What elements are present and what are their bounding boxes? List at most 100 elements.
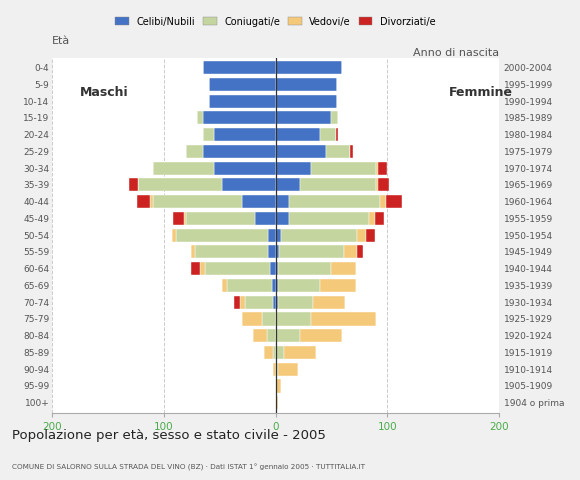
Bar [184, 212, 186, 225]
Bar [320, 128, 336, 141]
Text: Età: Età [52, 36, 70, 46]
Bar [191, 245, 195, 259]
Bar [176, 228, 268, 242]
Bar [203, 61, 276, 74]
Bar [267, 329, 276, 342]
Bar [138, 179, 222, 192]
Bar [276, 396, 278, 409]
Bar [242, 312, 262, 325]
Text: Anno di nascita: Anno di nascita [413, 48, 499, 58]
Text: Femmine: Femmine [448, 86, 513, 99]
Bar [357, 228, 366, 242]
Bar [276, 195, 289, 208]
Bar [320, 279, 356, 292]
Bar [153, 195, 242, 208]
Bar [300, 329, 342, 342]
Bar [227, 279, 272, 292]
Bar [300, 179, 376, 192]
Bar [278, 296, 313, 309]
Bar [203, 111, 276, 124]
Bar [214, 162, 276, 175]
Bar [386, 195, 402, 208]
Bar [366, 228, 375, 242]
Text: Popolazione per età, sesso e stato civile - 2005: Popolazione per età, sesso e stato civil… [12, 429, 325, 442]
Bar [150, 195, 153, 208]
Bar [268, 245, 276, 259]
Text: Maschi: Maschi [80, 86, 129, 99]
Bar [289, 212, 369, 225]
Bar [253, 329, 267, 342]
Bar [276, 312, 311, 325]
Bar [276, 262, 278, 275]
Bar [376, 162, 378, 175]
Bar [276, 162, 311, 175]
Bar [172, 228, 176, 242]
Bar [276, 145, 326, 158]
Bar [173, 212, 184, 225]
Bar [203, 145, 276, 158]
Bar [197, 111, 203, 124]
Bar [137, 195, 150, 208]
Bar [276, 61, 342, 74]
Bar [234, 296, 240, 309]
Bar [284, 346, 316, 359]
Bar [369, 212, 375, 225]
Bar [205, 262, 270, 275]
Bar [357, 245, 362, 259]
Bar [209, 78, 276, 91]
Bar [273, 346, 276, 359]
Bar [376, 179, 378, 192]
Bar [245, 296, 273, 309]
Bar [262, 312, 276, 325]
Text: COMUNE DI SALORNO SULLA STRADA DEL VINO (BZ) · Dati ISTAT 1° gennaio 2005 · TUTT: COMUNE DI SALORNO SULLA STRADA DEL VINO … [12, 464, 365, 471]
Bar [240, 296, 245, 309]
Bar [264, 346, 273, 359]
Bar [270, 262, 275, 275]
Bar [311, 162, 376, 175]
Bar [255, 212, 276, 225]
Bar [276, 179, 300, 192]
Bar [331, 262, 356, 275]
Bar [289, 195, 380, 208]
Bar [191, 262, 200, 275]
Bar [276, 329, 300, 342]
Bar [380, 195, 386, 208]
Bar [276, 363, 278, 376]
Bar [331, 111, 338, 124]
Bar [276, 245, 279, 259]
Bar [195, 245, 268, 259]
Bar [350, 145, 353, 158]
Bar [209, 95, 276, 108]
Bar [186, 145, 203, 158]
Bar [276, 95, 337, 108]
Legend: Celibi/Nubili, Coniugati/e, Vedovi/e, Divorziati/e: Celibi/Nubili, Coniugati/e, Vedovi/e, Di… [111, 13, 440, 31]
Bar [276, 279, 278, 292]
Bar [336, 128, 338, 141]
Bar [276, 78, 337, 91]
Bar [276, 111, 331, 124]
Bar [268, 228, 276, 242]
Bar [279, 245, 343, 259]
Bar [276, 296, 278, 309]
Bar [153, 162, 214, 175]
Bar [343, 245, 357, 259]
Bar [203, 128, 214, 141]
Bar [276, 128, 320, 141]
Bar [273, 296, 276, 309]
Bar [326, 145, 350, 158]
Bar [186, 212, 255, 225]
Bar [222, 279, 227, 292]
Bar [281, 228, 357, 242]
Bar [313, 296, 345, 309]
Bar [273, 363, 276, 376]
Bar [311, 312, 376, 325]
Bar [276, 380, 281, 393]
Bar [378, 179, 389, 192]
Bar [278, 363, 298, 376]
Bar [278, 279, 320, 292]
Bar [375, 212, 384, 225]
Bar [129, 179, 138, 192]
Bar [214, 128, 276, 141]
Bar [200, 262, 205, 275]
Bar [276, 228, 281, 242]
